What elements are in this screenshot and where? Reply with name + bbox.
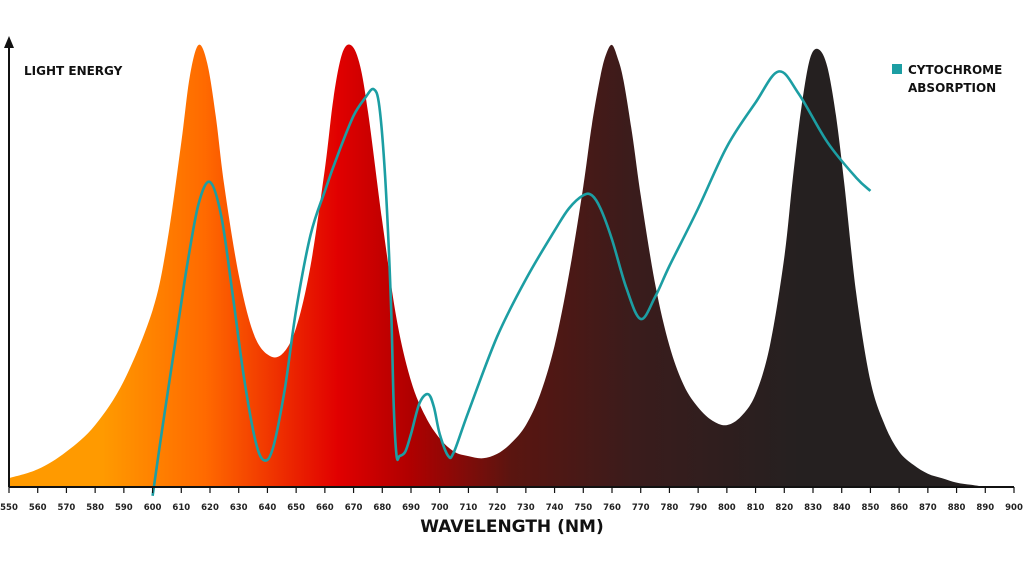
- x-tick-label-660: 660: [316, 503, 334, 513]
- x-tick-label-690: 690: [402, 503, 420, 513]
- x-ticks: 550 560 570 580 590 600 610 620 630 640 650 660 670 6…: [0, 487, 1023, 513]
- x-tick-label-550: 550: [0, 503, 18, 513]
- x-tick-label-890: 890: [976, 503, 994, 513]
- x-tick-label-860: 860: [890, 503, 908, 513]
- light-energy-area-layer: [9, 44, 986, 487]
- x-tick-label-790: 790: [689, 503, 707, 513]
- x-tick-label-810: 810: [747, 503, 765, 513]
- x-tick-label-560: 560: [29, 503, 47, 513]
- x-tick-label-830: 830: [804, 503, 822, 513]
- x-tick-label-590: 590: [115, 503, 133, 513]
- x-axis-title: WAVELENGTH (NM): [420, 517, 604, 537]
- x-tick-label-870: 870: [919, 503, 937, 513]
- x-tick-label-800: 800: [718, 503, 736, 513]
- x-tick-label-740: 740: [546, 503, 564, 513]
- x-tick-label-570: 570: [58, 503, 76, 513]
- x-tick-label-710: 710: [460, 503, 478, 513]
- x-tick-label-760: 760: [603, 503, 621, 513]
- x-tick-label-720: 720: [488, 503, 506, 513]
- x-tick-label-700: 700: [431, 503, 449, 513]
- x-tick-label-770: 770: [632, 503, 650, 513]
- legend-label-line2: ABSORPTION: [908, 81, 996, 95]
- x-tick-label-610: 610: [172, 503, 190, 513]
- y-axis-arrow-icon: [4, 36, 14, 48]
- x-tick-label-730: 730: [517, 503, 535, 513]
- x-tick-label-780: 780: [661, 503, 679, 513]
- x-tick-label-600: 600: [144, 503, 162, 513]
- x-tick-label-580: 580: [86, 503, 104, 513]
- x-tick-label-640: 640: [259, 503, 277, 513]
- legend-label-line1: CYTOCHROME: [908, 63, 1002, 77]
- x-tick-label-680: 680: [373, 503, 391, 513]
- x-tick-label-880: 880: [948, 503, 966, 513]
- x-tick-label-630: 630: [230, 503, 248, 513]
- x-tick-label-840: 840: [833, 503, 851, 513]
- axes: 550 560 570 580 590 600 610 620 630 640 650 660 670 6…: [0, 36, 1023, 513]
- x-tick-label-820: 820: [775, 503, 793, 513]
- x-tick-label-620: 620: [201, 503, 219, 513]
- y-axis-title: LIGHT ENERGY: [24, 64, 123, 78]
- cytochrome-line-layer: [151, 70, 872, 496]
- x-tick-label-750: 750: [574, 503, 592, 513]
- legend-swatch: [892, 64, 902, 74]
- legend: CYTOCHROME ABSORPTION: [892, 63, 1002, 95]
- x-tick-label-850: 850: [862, 503, 880, 513]
- x-tick-label-650: 650: [287, 503, 305, 513]
- x-tick-label-900: 900: [1005, 503, 1023, 513]
- cytochrome-absorption-line: [151, 70, 872, 496]
- light-energy-area: [9, 44, 986, 487]
- x-tick-label-670: 670: [345, 503, 363, 513]
